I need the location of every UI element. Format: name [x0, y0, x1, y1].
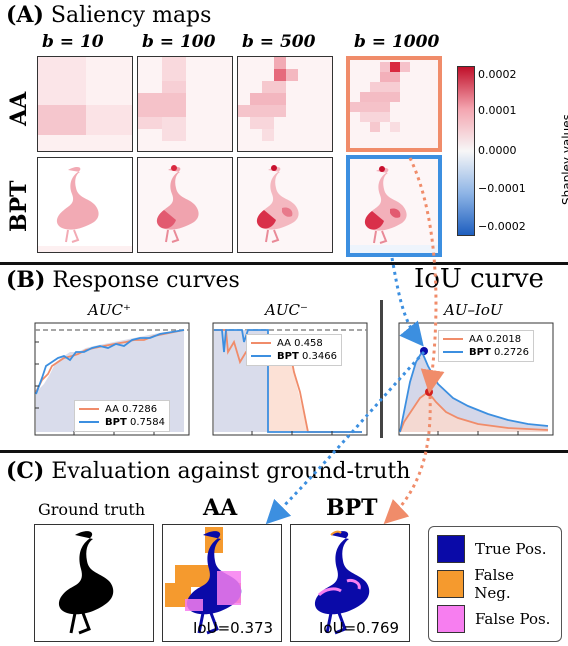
legend-au-iou: AA 0.2018 BPT 0.2726 — [438, 330, 534, 362]
ground-truth-mask — [34, 524, 154, 642]
iou-value-bpt: IoU=0.769 — [319, 619, 400, 637]
key-false-positive: False Pos. — [437, 605, 553, 633]
legend-name-bpt: BPT — [469, 347, 491, 358]
swatch-false-negative — [437, 570, 465, 598]
legend-auc-plus: AA 0.7286 BPT 0.7584 — [74, 400, 170, 432]
legend-name-aa: AA — [277, 338, 291, 349]
legend-name-aa: AA — [105, 404, 119, 415]
col-label-b100: b = 100 — [142, 32, 216, 52]
saliency-bpt-b1000 — [346, 155, 442, 257]
arrow-bpt-to-iou — [390, 257, 424, 347]
legend-value-aa: 0.7286 — [122, 404, 158, 415]
key-label: True Pos. — [475, 540, 547, 558]
section-a-heading: (A) Saliency maps — [6, 2, 211, 28]
saliency-bpt-b500 — [237, 157, 333, 253]
saliency-aa-b1000 — [346, 56, 442, 152]
colorbar-tick: −0.0001 — [478, 182, 526, 195]
iou-value-aa: IoU=0.373 — [193, 619, 274, 637]
color-key: True Pos. False Neg. False Pos. — [428, 526, 562, 642]
section-c-letter: (C) — [6, 458, 45, 484]
panel-title-bpt: BPT — [326, 495, 378, 521]
bpt-evaluation: IoU=0.769 — [290, 524, 410, 642]
section-b-heading: (B) Response curves — [6, 267, 240, 293]
key-true-positive: True Pos. — [437, 535, 553, 563]
section-a-title: Saliency maps — [50, 3, 212, 28]
swatch-true-positive — [437, 535, 465, 563]
divider-b-c — [0, 450, 568, 453]
colorbar-tick: 0.0001 — [478, 104, 517, 117]
saliency-bpt-b10 — [37, 157, 133, 253]
arrow-iou-to-bpt-panel — [383, 395, 432, 525]
key-label: False Neg. — [474, 566, 515, 602]
legend-value-bpt: 0.2726 — [493, 347, 529, 358]
legend-value-bpt: 0.7584 — [129, 417, 165, 428]
panel-title-ground-truth: Ground truth — [38, 500, 146, 519]
section-a-letter: (A) — [6, 2, 44, 28]
saliency-aa-b500 — [237, 56, 333, 152]
colorbar-tick: −0.0002 — [478, 220, 526, 233]
section-c-title: Evaluation against ground-truth — [51, 459, 411, 484]
legend-auc-minus: AA 0.458 BPT 0.3466 — [246, 334, 342, 366]
section-b-title: Response curves — [52, 268, 240, 293]
key-false-negative: False Neg. — [437, 566, 553, 602]
legend-name-bpt: BPT — [277, 351, 299, 362]
legend-value-aa: 0.458 — [294, 338, 323, 349]
chart-title-auc-plus: AUC⁺ — [88, 301, 131, 319]
saliency-bpt-b100 — [137, 157, 233, 253]
saliency-aa-b10 — [37, 56, 133, 152]
col-label-b10: b = 10 — [42, 32, 104, 52]
chart-title-auc-minus: AUC⁻ — [265, 301, 308, 319]
legend-name-aa: AA — [469, 334, 483, 345]
chart-auc-minus: AA 0.458 BPT 0.3466 — [212, 322, 368, 436]
saliency-aa-b100 — [137, 56, 233, 152]
curve-separator — [380, 300, 383, 438]
legend-value-aa: 0.2018 — [486, 334, 522, 345]
chart-au-iou: AA 0.2018 BPT 0.2726 — [398, 322, 554, 436]
chart-title-au-iou: AU–IoU — [444, 301, 503, 319]
colorbar — [457, 66, 475, 236]
key-label: False Pos. — [475, 610, 551, 628]
col-label-b500: b = 500 — [242, 32, 316, 52]
colorbar-tick: 0.0002 — [478, 68, 517, 81]
arrow-iou-to-aa-panel — [265, 350, 426, 525]
colorbar-tick: 0.0000 — [478, 144, 517, 157]
aa-evaluation: IoU=0.373 — [162, 524, 282, 642]
legend-value-bpt: 0.3466 — [301, 351, 337, 362]
section-b-letter: (B) — [6, 267, 46, 293]
legend-name-bpt: BPT — [105, 417, 127, 428]
divider-a-b — [0, 262, 568, 265]
chart-auc-plus: AA 0.7286 BPT 0.7584 — [34, 322, 190, 436]
swatch-false-positive — [437, 605, 465, 633]
colorbar-ticks: 0.0002 0.0001 0.0000 −0.0001 −0.0002 — [478, 66, 538, 234]
col-label-b1000: b = 1000 — [354, 32, 440, 52]
section-c-heading: (C) Evaluation against ground-truth — [6, 458, 410, 484]
panel-title-aa: AA — [203, 495, 238, 521]
